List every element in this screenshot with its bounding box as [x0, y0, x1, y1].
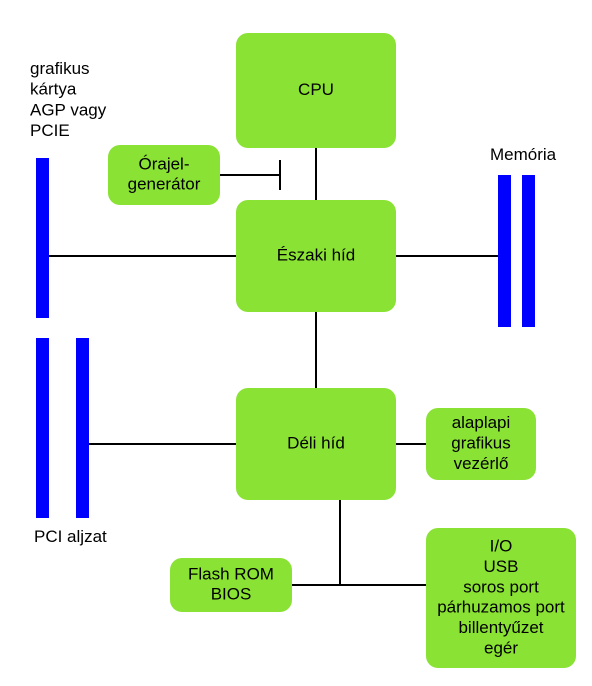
node-clockgen: Órajel-generátor: [108, 145, 220, 205]
label-gfx_card-1: kártya: [30, 80, 77, 99]
slot-pci1: [36, 338, 49, 518]
slot-agp: [36, 158, 49, 318]
label-memory-0: Memória: [490, 145, 557, 164]
node-io_block-label-5: egér: [484, 638, 518, 657]
motherboard-diagram: CPU Órajel-generátor Északi híd Déli híd ala…: [0, 0, 592, 686]
node-cpu-label-0: CPU: [298, 80, 334, 99]
label-pci-0: PCI aljzat: [34, 527, 107, 546]
node-flash_bios-label-1: BIOS: [211, 585, 252, 604]
node-io_block-label-3: párhuzamos port: [437, 598, 565, 617]
node-onboard_gfx-label-1: grafikus: [451, 433, 511, 452]
slot-pci2: [76, 338, 89, 518]
node-io_block-label-4: billentyűzet: [458, 618, 543, 637]
label-gfx_card-3: PCIE: [30, 121, 70, 140]
node-io_block: I/O USBsoros port párhuzamos portbillentyű…: [426, 528, 576, 668]
node-northbridge-label-0: Északi híd: [277, 245, 355, 264]
label-gfx_card-2: AGP vagy: [30, 100, 107, 119]
label-gfx_card-0: grafikus: [30, 59, 90, 78]
node-clockgen-label-0: Órajel-: [138, 154, 189, 173]
node-onboard_gfx-label-2: vezérlő: [454, 454, 509, 473]
nodes: CPU Órajel-generátor Északi híd Déli híd ala…: [108, 33, 576, 668]
node-clockgen-label-1: generátor: [128, 175, 201, 194]
node-io_block-label-2: soros port: [463, 577, 539, 596]
node-onboard_gfx-label-0: alaplapi: [452, 413, 511, 432]
node-cpu: CPU: [236, 33, 396, 148]
slot-mem1: [498, 175, 511, 327]
slot-mem2: [522, 175, 535, 327]
node-northbridge: Északi híd: [236, 200, 396, 312]
node-io_block-label-0: I/O: [490, 536, 513, 555]
node-southbridge-label-0: Déli híd: [287, 433, 345, 452]
node-onboard_gfx: alaplapigrafikus vezérlő: [426, 408, 536, 480]
node-southbridge: Déli híd: [236, 388, 396, 500]
node-flash_bios-label-0: Flash ROM: [188, 564, 274, 583]
node-flash_bios: Flash ROM BIOS: [170, 558, 292, 612]
node-io_block-label-1: USB: [484, 557, 519, 576]
